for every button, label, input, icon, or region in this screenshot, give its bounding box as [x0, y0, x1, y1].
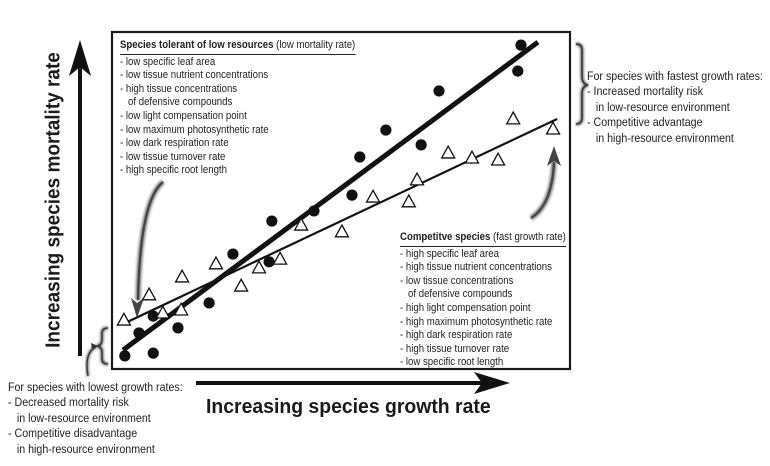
annotation-competitive-item: - high light compensation point [400, 301, 531, 314]
data-point-filled-circles [266, 215, 278, 227]
annotation-tolerant-item: of defensive compounds [120, 96, 233, 109]
y-axis-arrow [69, 40, 91, 356]
arrow-lowest-note-icon [85, 343, 98, 377]
data-point-open-triangles [155, 304, 171, 319]
plot-frame [110, 30, 572, 371]
data-point-open-triangles [173, 301, 189, 316]
annotation-tolerant-heading: Species tolerant of low resources (low m… [120, 39, 356, 55]
data-point-open-triangles [464, 149, 480, 164]
data-point-filled-circles [415, 139, 427, 151]
data-point-open-triangles [174, 268, 190, 283]
side-note-fastest-item: - Competitive advantage [587, 115, 703, 130]
data-point-filled-circles [354, 151, 366, 163]
annotation-tolerant-heading-bold: Species tolerant of low resources [120, 39, 274, 51]
annotation-tolerant-item: - low dark respiration rate [120, 137, 229, 150]
fit-line-filled-circles [121, 40, 540, 353]
data-point-filled-circles [512, 65, 524, 77]
arrow-tolerant-callout-icon [131, 180, 165, 318]
data-point-filled-circles [515, 39, 527, 51]
data-point-open-triangles [334, 223, 350, 238]
annotation-competitive-item: - high dark respiration rate [400, 329, 513, 342]
data-point-open-triangles [440, 144, 456, 159]
side-note-fastest-item: in low-resource environment [587, 99, 730, 114]
side-note-lowest-item: - Competitive disadvantage [8, 426, 138, 441]
data-point-open-triangles [116, 311, 132, 326]
annotation-competitive-item: - high tissue nutrient concentrations [400, 261, 552, 274]
data-point-filled-circles [308, 205, 320, 217]
annotation-tolerant-item: - high specific root length [120, 164, 227, 177]
brace-fastest-icon [575, 42, 589, 126]
annotation-tolerant-item: - high tissue concentrations [120, 82, 238, 95]
annotation-tolerant-item: - low light compensation point [120, 109, 247, 122]
data-point-open-triangles [490, 151, 506, 166]
data-point-open-triangles [293, 216, 309, 231]
annotation-tolerant-item: - low tissue nutrient concentrations [120, 69, 269, 82]
x-axis-arrow [196, 372, 510, 394]
annotation-competitive-heading-bold: Competitve species [400, 231, 491, 243]
fit-line-open-triangles [124, 117, 558, 325]
data-point-filled-circles [346, 189, 358, 201]
data-point-filled-circles [227, 248, 239, 260]
x-axis-label: Increasing species growth rate [206, 396, 491, 418]
annotation-tolerant-heading-rest: (low mortality rate) [276, 39, 356, 51]
side-note-fastest-item: in high-resource environment [587, 130, 734, 145]
annotation-competitive-item: - low tissue concentrations [400, 274, 514, 287]
data-point-filled-circles [147, 347, 159, 359]
annotation-competitive-item: - high specific leaf area [400, 247, 499, 260]
brace-lowest-icon [96, 326, 109, 366]
annotation-competitive-heading-rest: (fast growth rate) [493, 231, 566, 243]
side-note-lowest-item: For species with lowest growth rates: [8, 380, 183, 394]
data-point-filled-circles [433, 85, 445, 97]
data-point-filled-circles [119, 350, 131, 362]
side-note-fastest: For species with fastest growth rates: - … [587, 69, 763, 146]
arrow-competitive-callout-icon [529, 146, 561, 221]
annotation-tolerant-item: - low maximum photosynthetic rate [120, 123, 269, 136]
data-point-filled-circles [263, 256, 275, 268]
data-point-open-triangles [409, 171, 425, 186]
data-point-filled-circles [203, 297, 215, 309]
side-note-lowest-item: in low-resource environment [8, 410, 151, 425]
data-point-open-triangles [233, 277, 249, 292]
side-note-fastest-item: - Increased mortality risk [587, 84, 704, 99]
data-point-open-triangles [401, 193, 417, 208]
annotation-competitive-item: - high tissue turnover rate [400, 342, 510, 355]
annotation-tolerant-items: - low specific leaf area - low tissue nut… [120, 56, 355, 178]
side-note-lowest-item: - Decreased mortality risk [8, 395, 129, 410]
annotation-competitive-item: - high maximum photosynthetic rate [400, 315, 553, 328]
side-note-lowest: For species with lowest growth rates: - D… [8, 380, 183, 457]
annotation-competitive-heading: Competitve species (fast growth rate) [400, 231, 566, 247]
data-point-open-triangles [141, 286, 157, 301]
side-note-fastest-item: For species with fastest growth rates: [587, 69, 763, 83]
annotation-competitive-items: - high specific leaf area - high tissue n… [400, 248, 566, 370]
annotation-competitive: Competitve species (fast growth rate) - … [400, 231, 566, 370]
annotation-tolerant-item: - low tissue turnover rate [120, 150, 226, 163]
data-point-open-triangles [251, 259, 267, 274]
data-point-open-triangles [272, 250, 288, 265]
annotation-tolerant: Species tolerant of low resources (low m… [120, 39, 356, 178]
data-point-open-triangles [208, 255, 224, 270]
y-axis-label: Increasing species mortality rate [42, 52, 65, 348]
data-markers [116, 39, 561, 362]
annotation-tolerant-item: - low specific leaf area [120, 55, 216, 68]
data-point-filled-circles [172, 322, 184, 334]
annotation-competitive-item: - low specific root length [400, 356, 504, 369]
data-point-open-triangles [545, 120, 561, 135]
data-point-filled-circles [147, 310, 159, 322]
annotation-competitive-item: of defensive compounds [400, 288, 513, 301]
data-point-open-triangles [505, 110, 521, 125]
data-point-filled-circles [133, 327, 145, 339]
data-point-open-triangles [365, 188, 381, 203]
side-note-lowest-item: in high-resource environment [8, 441, 155, 456]
fit-lines [121, 40, 558, 353]
data-point-filled-circles [380, 124, 392, 136]
